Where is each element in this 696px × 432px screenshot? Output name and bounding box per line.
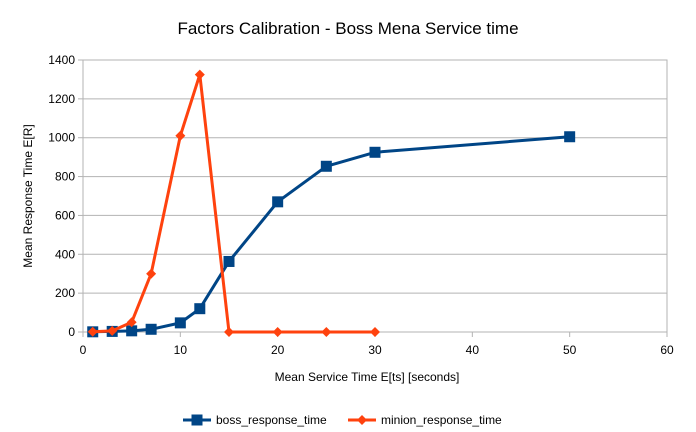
x-axis-label: Mean Service Time E[ts] [seconds] <box>275 370 460 384</box>
data-point <box>194 303 206 315</box>
chart-title: Factors Calibration - Boss Mena Service … <box>177 19 518 38</box>
x-tick-label: 60 <box>660 343 674 357</box>
x-tick-label: 20 <box>271 343 285 357</box>
data-point <box>126 317 137 328</box>
series-line <box>92 73 375 334</box>
y-tick-label: 800 <box>55 170 75 184</box>
y-tick-label: 0 <box>68 325 75 339</box>
data-point <box>146 268 157 279</box>
y-tick-label: 600 <box>55 208 75 222</box>
y-tick-label: 1000 <box>48 131 75 145</box>
data-point <box>145 323 157 335</box>
data-point <box>224 327 234 337</box>
legend-swatch-marker <box>357 415 367 425</box>
legend-item: boss_response_time <box>183 413 327 427</box>
x-tick-label: 0 <box>80 343 87 357</box>
data-point <box>194 69 205 80</box>
legend-label: boss_response_time <box>216 413 327 427</box>
legend-swatch-marker <box>191 414 203 426</box>
data-point <box>370 327 380 337</box>
legend-item: minion_response_time <box>348 413 502 427</box>
data-point <box>223 255 235 267</box>
series-group <box>87 69 576 338</box>
y-axis-label: Mean Response Time E[R] <box>21 124 35 267</box>
data-point <box>175 130 186 141</box>
data-point <box>87 326 98 337</box>
x-tick-label: 30 <box>368 343 382 357</box>
y-tick-label: 200 <box>55 286 75 300</box>
x-tick-label: 50 <box>563 343 577 357</box>
y-axis-ticks: 0 200 400 600 800 1000 1200 1400 <box>48 53 83 339</box>
y-tick-label: 1400 <box>48 53 75 67</box>
y-tick-label: 400 <box>55 247 75 261</box>
plot-frame <box>82 59 668 333</box>
data-point <box>369 146 381 158</box>
y-tick-label: 1200 <box>48 92 75 106</box>
data-point <box>174 317 186 329</box>
x-tick-label: 40 <box>466 343 480 357</box>
data-point <box>272 196 284 208</box>
data-point <box>107 325 118 336</box>
data-point <box>126 325 138 337</box>
x-axis-ticks: 0 10 20 30 40 50 60 <box>80 332 674 357</box>
x-tick-label: 10 <box>174 343 188 357</box>
data-point <box>272 327 283 337</box>
legend-label: minion_response_time <box>381 413 502 427</box>
series-minion-response-time <box>87 69 380 337</box>
data-point <box>320 160 332 172</box>
data-point <box>321 327 332 337</box>
legend: boss_response_time minion_response_time <box>183 413 502 427</box>
grid-lines <box>83 59 667 333</box>
data-point <box>564 131 576 143</box>
